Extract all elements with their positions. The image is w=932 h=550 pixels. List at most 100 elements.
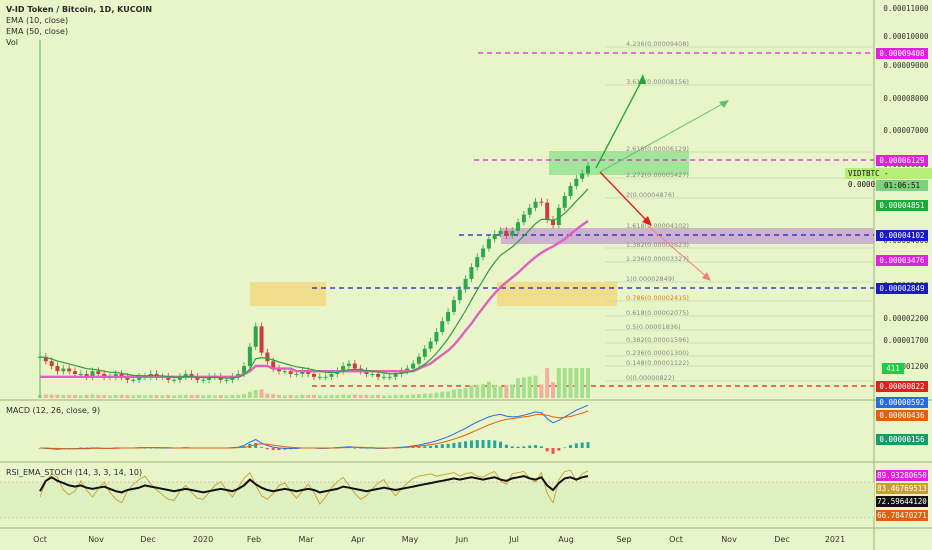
ema10-legend[interactable]: EMA (10, close) [6,16,69,25]
y-tick-label: 0.00001700 [883,336,929,345]
candle-body [119,373,124,377]
candle-body [166,376,171,380]
candle-body [282,371,287,373]
ema50-legend[interactable]: EMA (50, close) [6,27,69,36]
volume-bar [207,394,212,398]
price-level-tag: 0.00000822 [876,381,928,392]
light-green-arrowhead [719,100,729,108]
fib-label: 1.382(0.00003623) [626,241,689,249]
macd-histogram-bar [534,445,538,448]
volume-bar [416,394,421,398]
x-tick-label: 2020 [193,535,213,544]
candle-body [137,376,142,380]
fib-label: 0.382(0.00001596) [626,336,689,344]
candle-body [446,311,451,322]
candle-body [364,371,369,374]
candle-body [61,368,66,372]
candle-body [253,326,258,347]
volume-last-tag: 411 [882,363,904,374]
y-tick-label: 0.00002200 [883,314,929,323]
stoch-line [39,469,589,505]
volume-bar [166,395,171,398]
volume-bar [189,394,194,398]
candle-body [72,371,77,374]
macd-histogram-bar [155,448,159,449]
volume-bar [405,394,410,398]
volume-bar [516,378,521,398]
macd-histogram-bar [574,443,578,448]
green-arrowhead [638,74,646,84]
x-tick-label: Oct [33,535,47,544]
volume-bar [376,394,381,398]
y-tick-label: 0.00010000 [883,32,929,41]
volume-bar [84,394,89,398]
volume-bar [463,387,468,398]
volume-bar [492,384,497,398]
candle-body [527,207,532,215]
candle-body [183,373,188,377]
macd-title[interactable]: MACD (12, 26, close, 9) [6,406,101,415]
x-tick-label: May [402,535,419,544]
candle-body [294,373,299,375]
candle-body [568,186,573,197]
volume-bar [341,394,346,398]
volume-bar [568,368,573,398]
candle-body [416,356,421,364]
macd-histogram-bar [493,440,497,448]
rsi-value-tag: 72.59644120 [876,496,928,507]
candle-body [428,341,433,349]
price-level-lines [312,52,874,387]
macd-histogram-bar [569,445,573,448]
red-arrow-down [599,171,649,223]
volume-bar [551,382,556,398]
rsi-title[interactable]: RSI_EMA_STOCH (14, 3, 3, 14, 10) [6,468,143,477]
rsi-value-tag: 83.46769513 [876,483,928,494]
macd-histogram-bar [545,448,549,452]
candle-body [475,257,480,268]
volume-bar [148,394,153,398]
price-level-tag: 0.00004102 [876,230,928,241]
macd-histogram-bar [452,442,456,448]
fib-label: 1.236(0.00003327) [626,255,689,263]
candle-body [376,373,381,377]
volume-bar [364,394,369,398]
candle-body [265,352,270,362]
volume-bar [323,395,328,398]
volume-legend[interactable]: Vol [6,38,18,47]
candle-body [405,368,410,372]
volume-bar [265,393,270,398]
volume-bar [67,394,72,398]
red-arrowhead [642,216,652,226]
candle-body [504,230,509,236]
candle-body [277,368,282,372]
volume-bar [277,394,282,398]
macd-histogram-bar [405,447,409,449]
volume-bar [381,395,386,398]
signal-line [40,410,589,450]
volume-bar [346,394,351,398]
x-tick-label: Feb [247,535,261,544]
macd-histogram-bar [423,446,427,448]
symbol-label: VIDTBTC [848,169,880,178]
candle-body [288,371,293,374]
candle-body [510,230,515,236]
macd-histogram-bar [469,440,473,448]
volume-bar [131,395,136,398]
candle-body [113,373,118,377]
x-tick-label: Dec [140,535,155,544]
macd-histogram-bar [73,448,77,449]
volume-bar [486,381,491,398]
candle-body [172,379,177,381]
volume-bar [504,384,509,398]
y-tick-label: 0.00007000 [883,126,929,135]
candle-body [399,371,404,374]
volume-bar [212,395,217,398]
volume-bar [428,393,433,398]
candle-body [492,234,497,240]
fibonacci-lines: 4.236(0.00009408) 3.618(0.00008156) 2.618(… [605,40,874,382]
macd-histogram-bar [277,448,281,451]
fib-label: 0.148(0.00001122) [626,359,689,367]
light-red-arrow [647,225,709,279]
